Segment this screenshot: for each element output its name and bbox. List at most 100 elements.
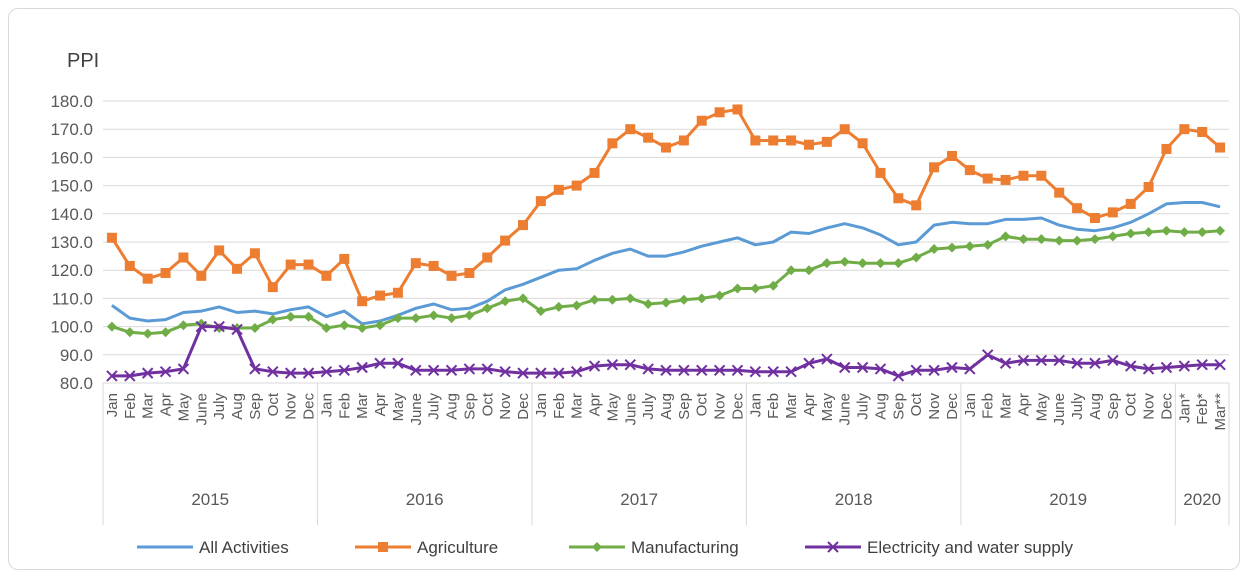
marker-stroke bbox=[1214, 358, 1226, 371]
data-point bbox=[964, 363, 976, 375]
data-point bbox=[553, 301, 564, 312]
data-point bbox=[982, 349, 994, 361]
gridlines bbox=[103, 100, 1229, 384]
data-point bbox=[142, 273, 153, 284]
data-point bbox=[249, 248, 260, 259]
marker-stroke bbox=[999, 357, 1012, 369]
year-label: 2018 bbox=[835, 490, 873, 509]
data-point bbox=[607, 294, 618, 305]
x-tick-label: Sep bbox=[247, 393, 264, 420]
data-point bbox=[410, 364, 422, 377]
chart-container: PPI 180.0 170.0 160.0 150.0 140.0 130.0 120.0 1… bbox=[8, 8, 1240, 570]
x-tick-label: Apr bbox=[1015, 393, 1032, 416]
marker-stroke bbox=[535, 367, 547, 379]
data-point bbox=[142, 328, 153, 339]
x-tick-label: Dec bbox=[301, 393, 318, 420]
data-point bbox=[535, 196, 546, 207]
data-point bbox=[232, 263, 243, 274]
data-point bbox=[1036, 170, 1047, 181]
marker-stroke bbox=[1124, 360, 1137, 372]
data-point bbox=[1197, 127, 1208, 138]
data-point bbox=[946, 150, 957, 161]
data-point bbox=[785, 366, 797, 378]
data-point bbox=[302, 367, 315, 379]
marker-stroke bbox=[374, 357, 386, 369]
data-point bbox=[592, 542, 602, 552]
data-point bbox=[482, 252, 493, 263]
marker-stroke bbox=[910, 364, 922, 377]
data-point bbox=[249, 323, 260, 334]
x-tick-label: Mar bbox=[140, 393, 157, 419]
marker-stroke bbox=[946, 361, 958, 374]
data-point bbox=[378, 542, 388, 552]
data-point bbox=[482, 303, 493, 314]
marker-stroke bbox=[964, 363, 976, 375]
data-point bbox=[267, 314, 278, 325]
data-point bbox=[357, 296, 368, 307]
marker-stroke bbox=[517, 367, 529, 379]
data-point bbox=[339, 320, 350, 331]
data-point bbox=[195, 320, 208, 333]
data-point bbox=[446, 270, 457, 281]
marker-stroke bbox=[267, 366, 279, 378]
data-point bbox=[875, 167, 886, 178]
x-tick-label: Apr bbox=[372, 393, 389, 416]
legend-label: All Activities bbox=[199, 538, 289, 557]
data-point bbox=[410, 313, 421, 324]
data-point bbox=[946, 242, 957, 253]
data-point bbox=[1000, 174, 1011, 185]
marker-stroke bbox=[749, 366, 762, 378]
x-tick-label: May bbox=[390, 393, 407, 422]
y-tick-label: 150.0 bbox=[50, 177, 93, 196]
data-point bbox=[1017, 354, 1030, 367]
y-tick-label: 180.0 bbox=[50, 92, 93, 111]
data-point bbox=[982, 173, 993, 184]
data-point bbox=[284, 367, 297, 379]
marker-stroke bbox=[1035, 354, 1048, 367]
data-point bbox=[303, 259, 314, 270]
data-point bbox=[178, 320, 189, 331]
data-point bbox=[535, 367, 547, 379]
data-point bbox=[160, 327, 171, 338]
marker-stroke bbox=[410, 364, 422, 377]
x-tick-label: Oct bbox=[479, 392, 496, 416]
data-point bbox=[1125, 228, 1136, 239]
marker-stroke bbox=[1142, 363, 1155, 375]
data-point bbox=[1215, 225, 1226, 236]
marker-stroke bbox=[1196, 358, 1208, 371]
data-point bbox=[267, 282, 278, 293]
marker-stroke bbox=[141, 367, 154, 379]
data-point bbox=[964, 241, 975, 252]
x-tick-label: Aug bbox=[1087, 393, 1104, 420]
data-point bbox=[786, 265, 797, 276]
data-point bbox=[678, 294, 689, 305]
data-point bbox=[732, 283, 743, 294]
data-point bbox=[821, 136, 832, 147]
legend-label: Electricity and water supply bbox=[867, 538, 1073, 557]
marker-stroke bbox=[1107, 354, 1119, 367]
data-point bbox=[463, 363, 476, 375]
x-tick-label: Nov bbox=[283, 393, 300, 420]
x-tick-label: Feb bbox=[551, 393, 568, 419]
data-point bbox=[1107, 354, 1119, 367]
data-point bbox=[446, 313, 457, 324]
x-tick-label: July bbox=[855, 393, 872, 420]
data-point bbox=[321, 270, 332, 281]
x-tick-label: Feb bbox=[980, 393, 997, 419]
x-tick-label: May bbox=[1033, 393, 1050, 422]
marker-stroke bbox=[231, 323, 243, 336]
data-point bbox=[357, 323, 368, 334]
marker-stroke bbox=[767, 366, 779, 378]
data-point bbox=[1089, 357, 1101, 369]
data-point bbox=[749, 366, 762, 378]
data-point bbox=[678, 364, 690, 377]
x-tick-label: June bbox=[837, 393, 854, 426]
marker-stroke bbox=[803, 357, 815, 369]
data-point bbox=[1179, 227, 1190, 238]
series-lines bbox=[106, 104, 1226, 382]
x-tick-label: Dec bbox=[944, 393, 961, 420]
data-point bbox=[696, 364, 708, 377]
data-point bbox=[803, 357, 815, 369]
data-point bbox=[588, 360, 601, 372]
marker-stroke bbox=[124, 370, 136, 382]
